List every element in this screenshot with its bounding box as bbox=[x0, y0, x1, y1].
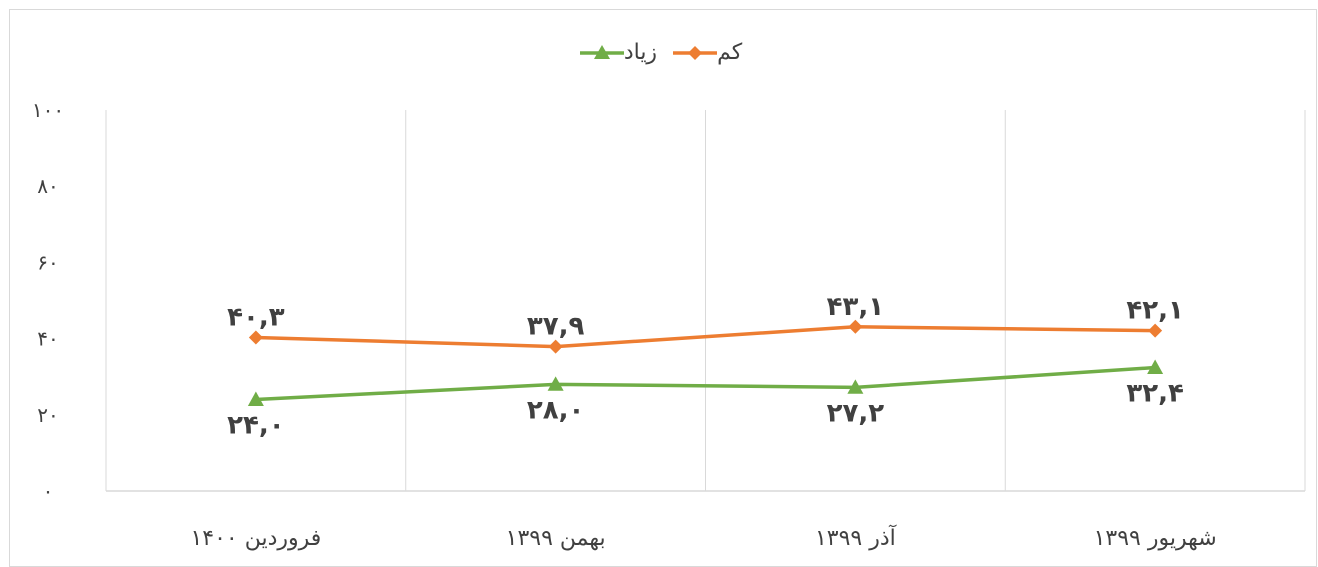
legend-label: کم bbox=[717, 40, 743, 65]
diamond-marker-icon bbox=[673, 45, 718, 60]
data-point-marker bbox=[547, 376, 564, 391]
data-label: ۳۷,۹ bbox=[527, 312, 585, 342]
y-tick-label: ۶۰ bbox=[37, 250, 58, 274]
chart-legend: کم زیاد bbox=[0, 40, 1318, 65]
data-label: ۲۷,۲ bbox=[827, 398, 885, 428]
chart-frame bbox=[9, 9, 1317, 567]
data-label: ۲۸,۰ bbox=[527, 395, 584, 425]
y-tick-label: ۰ bbox=[43, 479, 54, 503]
data-point-marker bbox=[848, 319, 863, 334]
legend-item: زیاد bbox=[576, 40, 657, 65]
data-label: ۴۲,۱ bbox=[1126, 296, 1183, 326]
data-point-marker bbox=[847, 379, 864, 394]
data-label: ۳۲,۴ bbox=[1126, 379, 1183, 409]
legend-label: زیاد bbox=[623, 40, 658, 65]
data-point-marker bbox=[1147, 359, 1164, 374]
y-tick-label: ۲۰ bbox=[37, 403, 58, 427]
legend-item: کم bbox=[669, 40, 742, 65]
data-label: ۲۴,۰ bbox=[227, 411, 284, 441]
y-tick-label: ۱۰۰ bbox=[32, 98, 64, 122]
triangle-marker-icon bbox=[579, 44, 624, 59]
data-point-marker bbox=[1148, 323, 1163, 338]
series-line-1 bbox=[255, 325, 1156, 349]
x-category-label: آذر ۱۳۹۹ bbox=[815, 524, 897, 551]
data-point-marker bbox=[247, 391, 264, 406]
y-tick-label: ۸۰ bbox=[37, 174, 58, 198]
x-category-label: فروردین ۱۴۰۰ bbox=[190, 526, 321, 551]
x-category-label: شهریور ۱۳۹۹ bbox=[1094, 526, 1217, 551]
data-point-marker bbox=[548, 339, 563, 354]
series-line-2 bbox=[255, 365, 1156, 402]
data-point-marker bbox=[248, 330, 263, 345]
data-label: ۴۳,۱ bbox=[827, 292, 884, 322]
data-label: ۴۰,۳ bbox=[227, 302, 285, 332]
x-category-label: بهمن ۱۳۹۹ bbox=[506, 526, 606, 551]
y-tick-label: ۴۰ bbox=[37, 327, 58, 351]
